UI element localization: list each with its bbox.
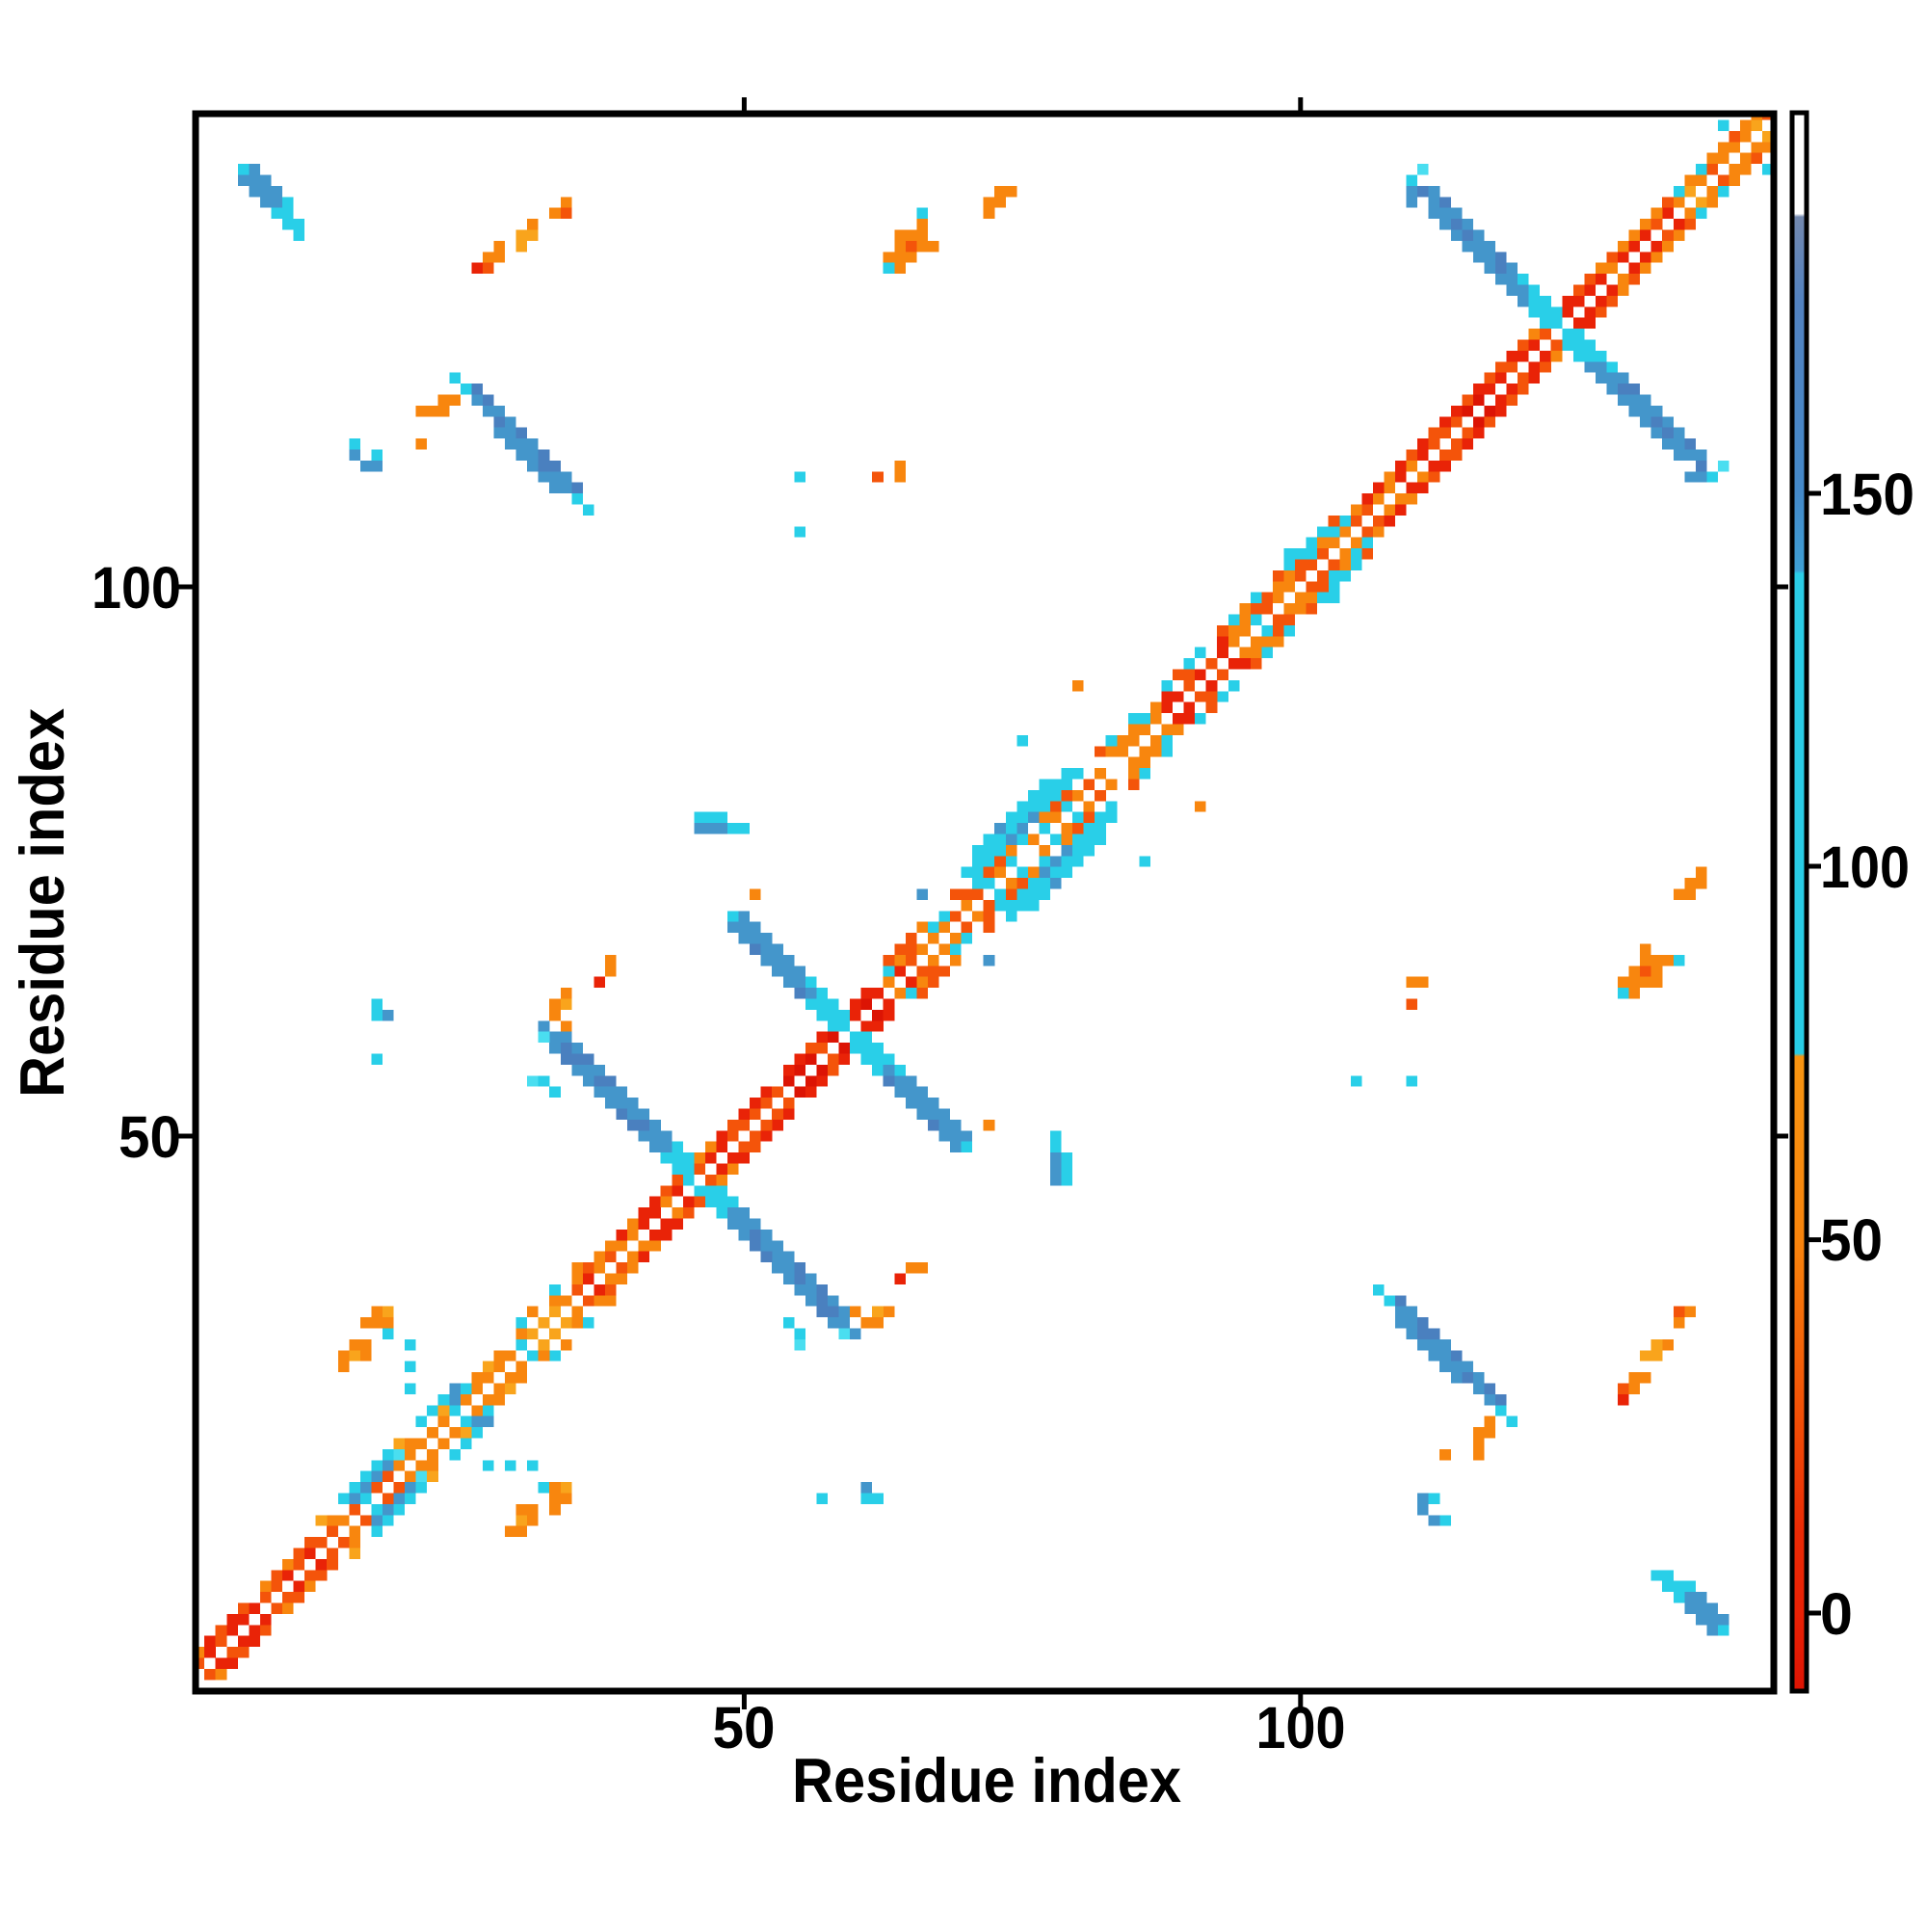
svg-text:150: 150 bbox=[1820, 462, 1914, 527]
svg-text:Residue index: Residue index bbox=[7, 708, 77, 1098]
svg-text:100: 100 bbox=[92, 555, 181, 621]
svg-text:50: 50 bbox=[119, 1104, 181, 1170]
svg-text:50: 50 bbox=[713, 1695, 776, 1760]
svg-text:100: 100 bbox=[1820, 834, 1910, 900]
svg-text:Residue index: Residue index bbox=[792, 1745, 1181, 1815]
svg-text:100: 100 bbox=[1256, 1695, 1346, 1760]
svg-text:50: 50 bbox=[1820, 1207, 1883, 1273]
svg-text:0: 0 bbox=[1820, 1581, 1853, 1647]
